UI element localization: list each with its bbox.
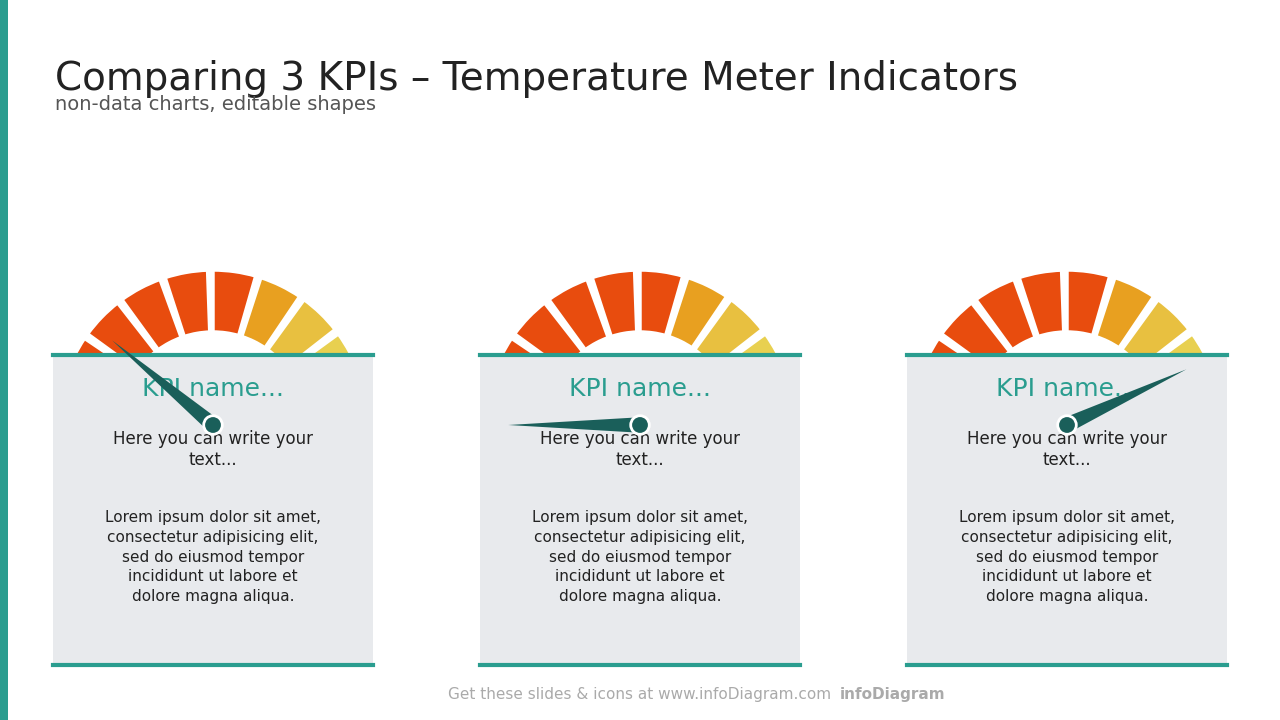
- FancyBboxPatch shape: [52, 355, 372, 665]
- Wedge shape: [515, 303, 582, 370]
- Wedge shape: [302, 377, 367, 422]
- Wedge shape: [1068, 270, 1110, 336]
- Wedge shape: [58, 382, 124, 425]
- Text: Here you can write your
text...: Here you can write your text...: [540, 430, 740, 469]
- Wedge shape: [728, 377, 795, 422]
- FancyBboxPatch shape: [0, 0, 8, 720]
- FancyBboxPatch shape: [480, 355, 800, 665]
- FancyBboxPatch shape: [908, 355, 1228, 665]
- Polygon shape: [508, 418, 640, 433]
- Wedge shape: [1142, 334, 1212, 393]
- Text: Lorem ipsum dolor sit amet,
consectetur adipisicing elit,
sed do eiusmod tempor
: Lorem ipsum dolor sit amet, consectetur …: [959, 510, 1175, 604]
- Text: KPI name...: KPI name...: [142, 377, 284, 401]
- Wedge shape: [1019, 270, 1064, 336]
- Text: non-data charts, editable shapes: non-data charts, editable shapes: [55, 95, 376, 114]
- Wedge shape: [288, 334, 358, 393]
- Wedge shape: [975, 279, 1036, 350]
- Text: infoDiagram: infoDiagram: [840, 687, 946, 702]
- Wedge shape: [695, 300, 762, 368]
- Wedge shape: [1156, 377, 1222, 422]
- Wedge shape: [65, 338, 136, 396]
- Text: KPI name...: KPI name...: [996, 377, 1138, 401]
- Wedge shape: [942, 303, 1010, 370]
- Text: Get these slides & icons at www.infoDiagram.com: Get these slides & icons at www.infoDiag…: [448, 687, 832, 702]
- Wedge shape: [1096, 278, 1153, 348]
- Wedge shape: [668, 278, 727, 348]
- Text: Comparing 3 KPIs – Temperature Meter Indicators: Comparing 3 KPIs – Temperature Meter Ind…: [55, 60, 1018, 98]
- Wedge shape: [911, 382, 978, 425]
- Wedge shape: [268, 300, 335, 368]
- Wedge shape: [716, 334, 786, 393]
- Wedge shape: [640, 270, 682, 336]
- Wedge shape: [549, 279, 608, 350]
- Text: Lorem ipsum dolor sit amet,
consectetur adipisicing elit,
sed do eiusmod tempor
: Lorem ipsum dolor sit amet, consectetur …: [532, 510, 748, 604]
- Text: Here you can write your
text...: Here you can write your text...: [113, 430, 314, 469]
- Polygon shape: [1064, 369, 1187, 432]
- Wedge shape: [919, 338, 989, 396]
- Circle shape: [631, 415, 649, 434]
- Wedge shape: [122, 279, 182, 350]
- Wedge shape: [1121, 300, 1189, 368]
- Text: Lorem ipsum dolor sit amet,
consectetur adipisicing elit,
sed do eiusmod tempor
: Lorem ipsum dolor sit amet, consectetur …: [105, 510, 321, 604]
- Wedge shape: [493, 338, 563, 396]
- Wedge shape: [87, 303, 156, 370]
- Text: Here you can write your
text...: Here you can write your text...: [966, 430, 1167, 469]
- Wedge shape: [485, 382, 550, 425]
- Circle shape: [1057, 415, 1076, 434]
- Polygon shape: [113, 341, 218, 431]
- Wedge shape: [242, 278, 300, 348]
- Wedge shape: [593, 270, 636, 336]
- Circle shape: [204, 415, 223, 434]
- Text: KPI name...: KPI name...: [570, 377, 710, 401]
- Wedge shape: [165, 270, 210, 336]
- Wedge shape: [212, 270, 256, 336]
